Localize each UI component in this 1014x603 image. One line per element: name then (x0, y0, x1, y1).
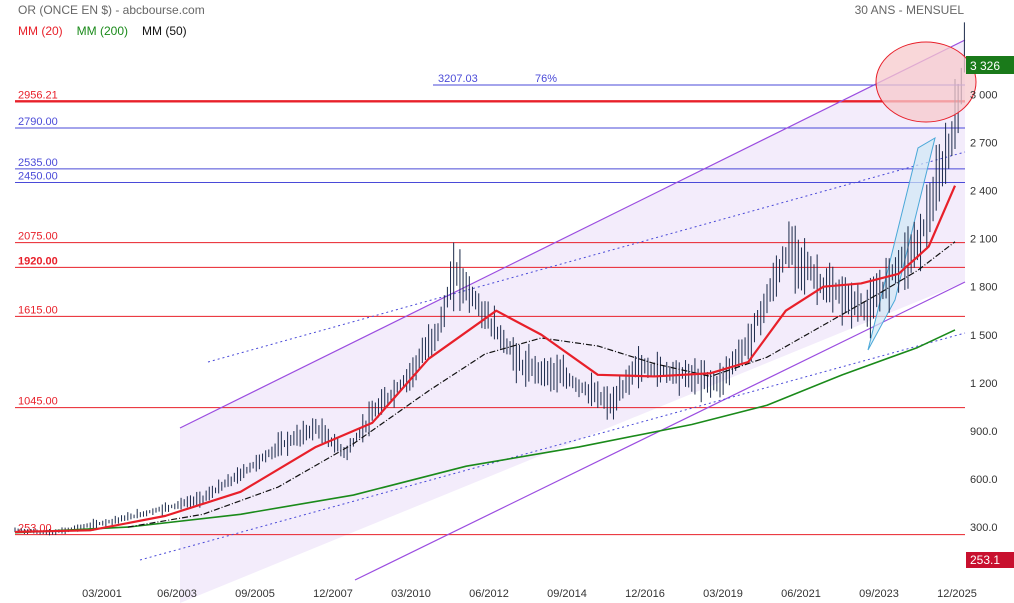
level-label: 1615.00 (18, 304, 58, 316)
level-label: 2790.00 (18, 116, 58, 128)
last-price-tag (966, 56, 1014, 74)
y-tick-label: 2 400 (970, 185, 998, 197)
x-tick-label: 12/2007 (313, 588, 353, 600)
y-tick-label: 900.0 (970, 426, 998, 438)
x-tick-label: 12/2016 (625, 588, 665, 600)
y-tick-label: 600.0 (970, 474, 998, 486)
mm20-line (14, 185, 957, 534)
channel-mid-line (207, 151, 966, 363)
x-tick-label: 03/2010 (391, 588, 431, 600)
fib-price-label: 3207.03 (438, 73, 478, 85)
y-tick-label: 1 200 (970, 378, 998, 390)
mm50-line (127, 241, 956, 528)
y-tick-label: 300.0 (970, 522, 998, 534)
level-label: 2535.00 (18, 157, 58, 169)
x-tick-label: 12/2025 (937, 588, 977, 600)
bottom-price-tag (966, 552, 1014, 568)
legend-mm20: MM (20) (18, 24, 63, 38)
y-tick-label: 2 100 (970, 234, 998, 246)
level-label: 2075.00 (18, 231, 58, 243)
y-tick-label: 2 700 (970, 137, 998, 149)
legend-mm200: MM (200) (76, 24, 129, 38)
chart-title: OR (ONCE EN $) - abcbourse.com (18, 3, 205, 17)
x-tick-label: 06/2003 (157, 588, 197, 600)
mm200-line (14, 329, 956, 534)
channel-fill (180, 40, 965, 603)
level-label: 1920.00 (18, 255, 58, 267)
bottom-price-text: 253.1 (970, 553, 1000, 567)
x-tick-label: 06/2021 (781, 588, 821, 600)
fib-pct-label: 76% (535, 73, 557, 85)
y-tick-label: 3 000 (970, 89, 998, 101)
chart-period: 30 ANS - MENSUEL (854, 3, 964, 17)
x-tick-label: 03/2019 (703, 588, 743, 600)
level-label: 1045.00 (18, 396, 58, 408)
level-label: 2956.21 (18, 89, 58, 101)
x-tick-label: 09/2023 (859, 588, 899, 600)
x-tick-label: 06/2012 (469, 588, 509, 600)
channel-upper-line (179, 39, 966, 429)
level-label: 2450.00 (18, 170, 58, 182)
last-price-text: 3 326 (970, 59, 1000, 73)
y-tick-label: 1 500 (970, 330, 998, 342)
flag-pattern (867, 136, 936, 351)
x-tick-label: 03/2001 (82, 588, 122, 600)
highlight-circle (875, 41, 977, 123)
x-tick-label: 09/2005 (235, 588, 275, 600)
x-tick-label: 09/2014 (547, 588, 587, 600)
y-tick-label: 1 800 (970, 282, 998, 294)
ma-legend: MM (20) MM (200) MM (50) (18, 24, 187, 38)
legend-mm50: MM (50) (142, 24, 187, 38)
